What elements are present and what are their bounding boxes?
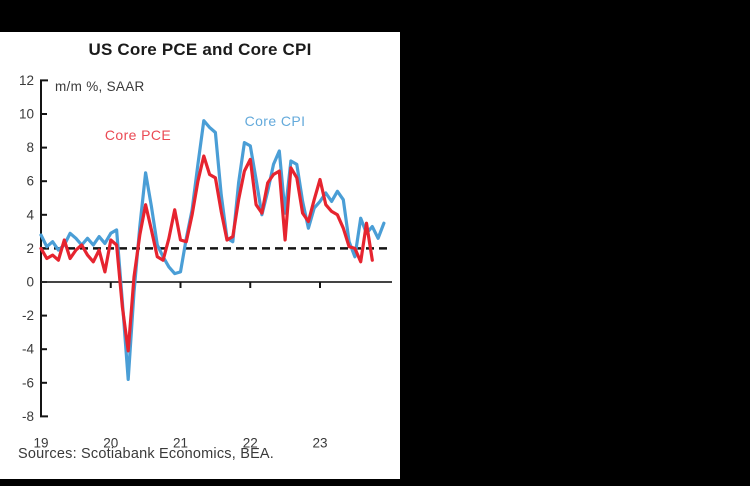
units-label: m/m %, SAAR	[55, 79, 145, 94]
y-tick-label: 0	[26, 275, 34, 290]
core-cpi-line	[39, 119, 386, 381]
x-tick-label: 22	[243, 435, 258, 450]
y-axis-labels: 12 10 8 6 4 2 0 -2 -4 -6 -8	[19, 73, 35, 424]
y-tick-label: 10	[19, 107, 34, 122]
x-axis-labels: 19 20 21 22 23	[33, 435, 327, 450]
y-tick-label: -4	[22, 342, 34, 357]
x-tick-label: 23	[312, 435, 327, 450]
source-note: Sources: Scotiabank Economics, BEA.	[18, 446, 275, 462]
x-tick-label: 20	[103, 435, 118, 450]
x-axis-ticks	[109, 282, 321, 288]
core-cpi-label: Core CPI	[245, 113, 306, 129]
y-tick-label: 8	[26, 140, 34, 155]
y-tick-label: 2	[26, 241, 34, 256]
y-tick-label: 4	[26, 207, 34, 222]
y-tick-label: 12	[19, 73, 34, 88]
x-tick-label: 19	[33, 435, 48, 450]
y-tick-label: -6	[22, 375, 34, 390]
chart-panel: US Core PCE and Core CPI 12 10 8 6 4 2 0 -2 -4 -6…	[0, 32, 400, 479]
x-tick-label: 21	[173, 435, 188, 450]
y-tick-label: -2	[22, 308, 34, 323]
y-tick-label: -8	[22, 409, 34, 424]
chart-title: US Core PCE and Core CPI	[88, 40, 312, 59]
core-pce-line	[39, 154, 374, 353]
core-pce-label: Core PCE	[105, 127, 171, 143]
y-tick-label: 6	[26, 174, 34, 189]
